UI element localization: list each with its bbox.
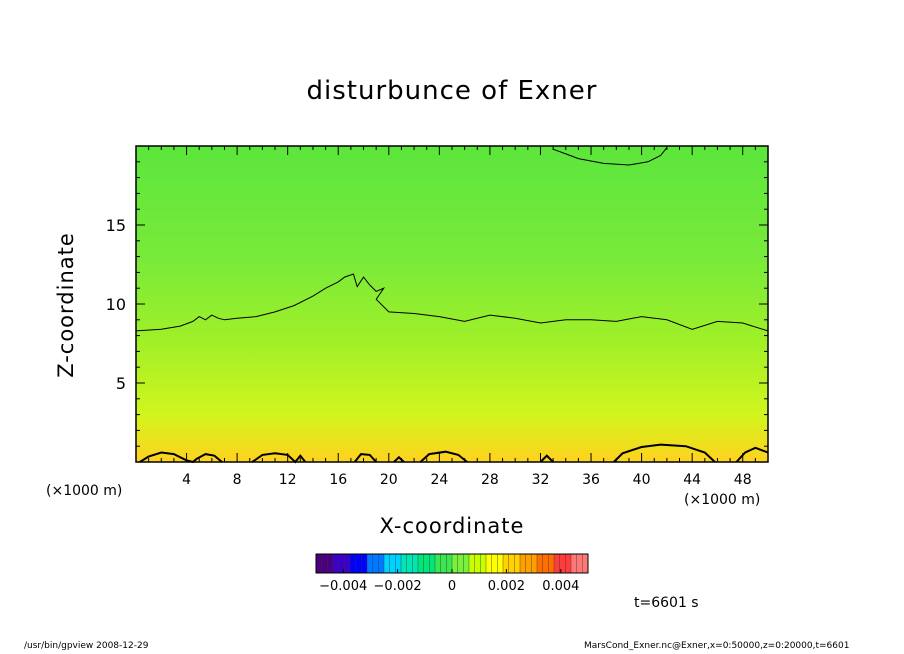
colorbar-swatch <box>406 554 413 573</box>
colorbar-swatch <box>508 554 515 573</box>
colorbar-swatch <box>446 554 453 573</box>
colorbar-swatch <box>542 554 549 573</box>
contour-line-top-1 <box>552 147 668 166</box>
y-tick-label: 15 <box>106 216 126 235</box>
colorbar-swatch <box>435 554 442 573</box>
x-unit-label-left: (×1000 m) <box>46 483 123 499</box>
colorbar-swatch <box>361 554 368 573</box>
contour-line-bottom-8 <box>613 443 716 463</box>
colorbar-swatch <box>554 554 561 573</box>
colorbar-swatch <box>389 554 396 573</box>
x-axis-ticks: 4 8 12 16 20 24 28 32 36 40 44 48 <box>148 146 756 488</box>
x-tick-label: 8 <box>233 472 242 488</box>
colorbar-tick-label: −0.002 <box>374 579 422 594</box>
x-tick-label: 24 <box>430 472 448 488</box>
contour-line-bottom-6 <box>419 450 468 463</box>
colorbar-tick-label: −0.004 <box>319 579 367 594</box>
colorbar-tick-label: 0.002 <box>488 579 525 594</box>
chart-title: disturbunce of Exner <box>306 76 598 106</box>
colorbar-swatch <box>452 554 459 573</box>
contour-line-bottom-9 <box>735 446 769 463</box>
colorbar-swatch <box>327 554 334 573</box>
colorbar-swatch <box>372 554 379 573</box>
colorbar-swatch <box>350 554 357 573</box>
colorbar-swatch <box>463 554 470 573</box>
colorbar-swatch <box>384 554 391 573</box>
colorbar-swatch <box>457 554 464 573</box>
heatmap-field <box>136 146 768 462</box>
contour-lines <box>135 147 769 464</box>
colorbar-swatch <box>576 554 583 573</box>
time-label: t=6601 s <box>634 595 699 611</box>
x-tick-label: 44 <box>683 472 701 488</box>
contour-line-upper-0 <box>135 273 769 332</box>
footer-data-source: MarsCond_Exner.nc@Exner,x=0:50000,z=0:20… <box>584 641 850 651</box>
colorbar-swatch <box>571 554 578 573</box>
colorbar-swatch <box>474 554 481 573</box>
contour-line-bottom-5 <box>393 455 405 463</box>
contour-line-bottom-4 <box>353 453 377 463</box>
x-tick-label: 36 <box>582 472 600 488</box>
y-axis-ticks: 5 10 15 <box>106 161 768 447</box>
colorbar-swatch <box>429 554 436 573</box>
colorbar-swatch <box>503 554 510 573</box>
colorbar-swatch <box>321 554 328 573</box>
x-tick-label: 20 <box>380 472 398 488</box>
contour-line-bottom-7 <box>539 454 554 463</box>
colorbar-swatch <box>525 554 532 573</box>
colorbar-swatch <box>520 554 527 573</box>
colorbar-swatch <box>412 554 419 573</box>
colorbar-swatch <box>559 554 566 573</box>
colorbar-swatch <box>355 554 362 573</box>
colorbar-swatch <box>333 554 340 573</box>
x-tick-label: 32 <box>532 472 550 488</box>
colorbar-swatch <box>497 554 504 573</box>
colorbar: −0.004 −0.002 0 0.002 0.004 <box>315 553 589 594</box>
x-tick-label: 40 <box>633 472 651 488</box>
colorbar-swatch <box>316 554 323 573</box>
colorbar-swatch <box>480 554 487 573</box>
colorbar-swatch <box>378 554 385 573</box>
colorbar-swatch <box>582 554 589 573</box>
colorbar-swatch <box>367 554 374 573</box>
colorbar-tick-label: 0.004 <box>542 579 579 594</box>
contour-line-bottom-2 <box>139 451 223 464</box>
colorbar-swatch <box>565 554 572 573</box>
colorbar-swatch <box>423 554 430 573</box>
colorbar-swatch <box>486 554 493 573</box>
colorbar-swatch <box>344 554 351 573</box>
y-tick-label: 5 <box>116 374 126 393</box>
x-tick-label: 28 <box>481 472 499 488</box>
x-tick-label: 12 <box>279 472 297 488</box>
colorbar-swatch <box>469 554 476 573</box>
y-tick-label: 10 <box>106 295 126 314</box>
colorbar-swatch <box>418 554 425 573</box>
colorbar-swatch <box>491 554 498 573</box>
x-tick-label: 4 <box>182 472 191 488</box>
colorbar-swatch <box>401 554 408 573</box>
colorbar-swatch <box>440 554 447 573</box>
x-tick-label: 16 <box>329 472 347 488</box>
colorbar-swatch <box>537 554 544 573</box>
colorbar-swatch <box>514 554 521 573</box>
x-tick-label: 48 <box>734 472 752 488</box>
colorbar-swatch <box>531 554 538 573</box>
colorbar-swatch <box>548 554 555 573</box>
footer-program-date: /usr/bin/gpview 2008-12-29 <box>24 641 149 651</box>
colorbar-tick-label: 0 <box>448 579 456 594</box>
colorbar-swatch <box>338 554 345 573</box>
x-unit-label-right: (×1000 m) <box>684 492 761 508</box>
x-axis-label: X-coordinate <box>379 514 525 538</box>
colorbar-swatch <box>395 554 402 573</box>
